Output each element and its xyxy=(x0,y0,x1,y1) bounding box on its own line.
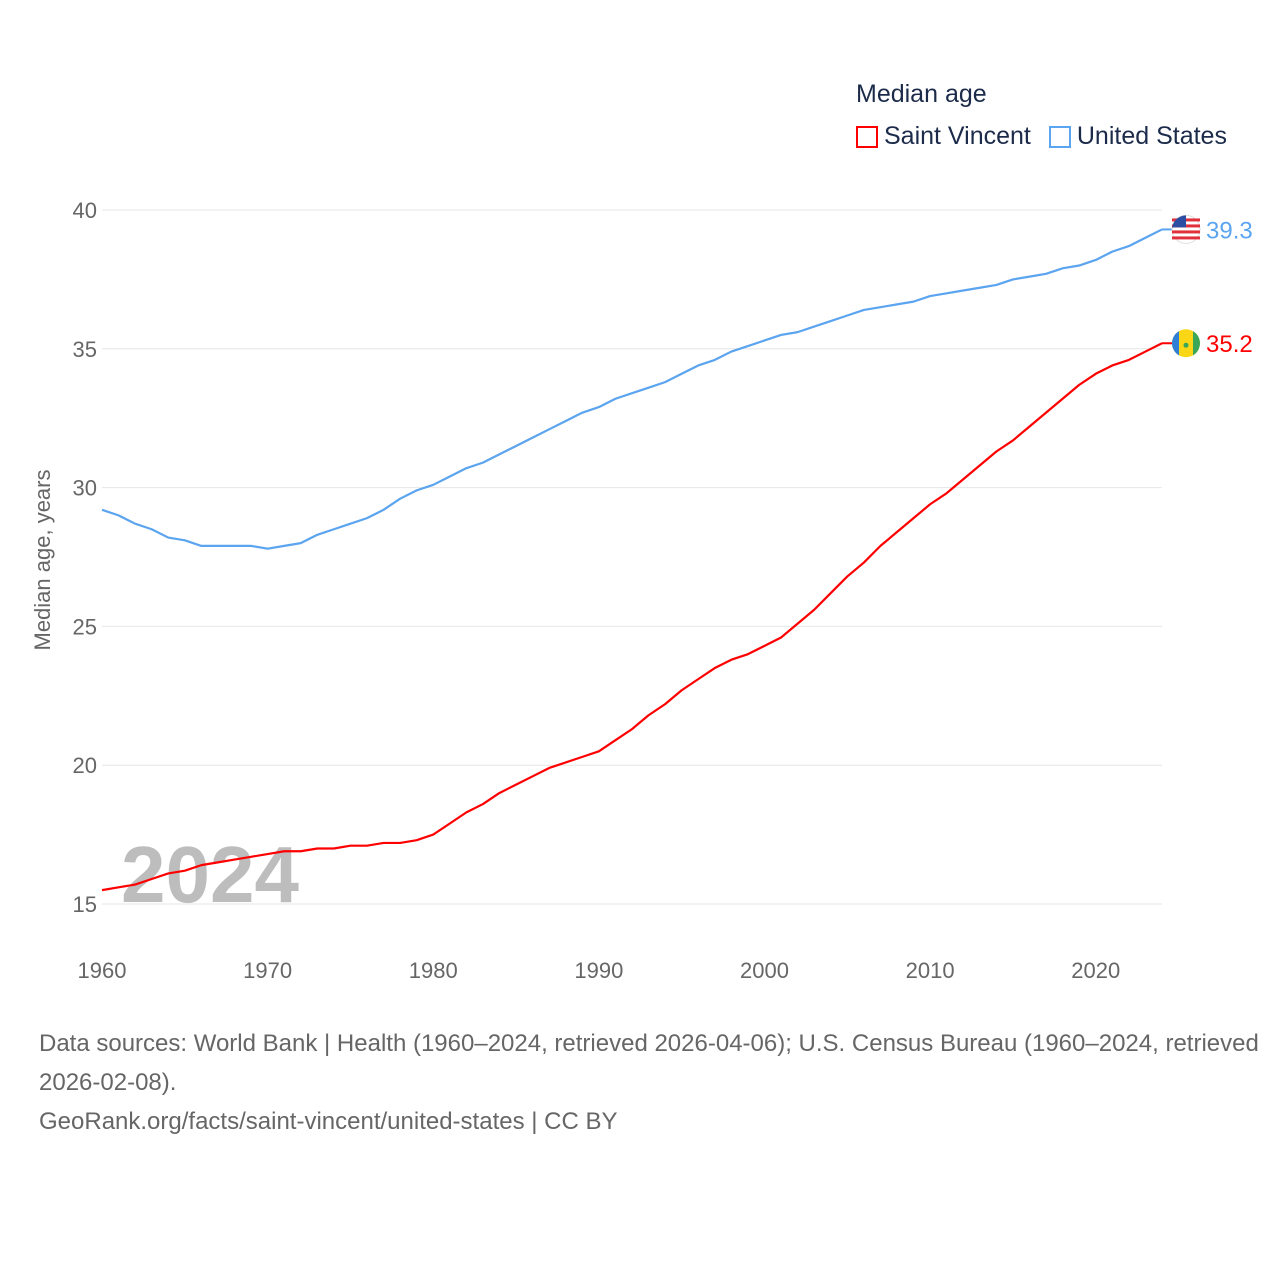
y-tick-label: 15 xyxy=(73,892,97,917)
legend-label: Saint Vincent xyxy=(884,122,1031,150)
legend-label: United States xyxy=(1076,122,1227,150)
legend-title: Median age xyxy=(856,80,987,108)
legend-swatch xyxy=(856,125,878,148)
x-tick-label: 2010 xyxy=(906,958,955,983)
end-value-label: 39.3 xyxy=(1206,217,1253,244)
y-tick-label: 35 xyxy=(73,337,97,362)
flag-stripe xyxy=(1172,331,1179,356)
legend-item-saint-vincent[interactable]: Saint Vincent xyxy=(856,122,1031,151)
y-axis-label: Median age, years xyxy=(30,470,55,651)
legend-item-united-states[interactable]: United States xyxy=(1048,122,1227,151)
x-tick-label: 1990 xyxy=(574,958,623,983)
x-tick-label: 2020 xyxy=(1071,958,1120,983)
series-line-united-states xyxy=(101,228,1163,550)
y-tick-label: 25 xyxy=(73,614,97,639)
flag-stripe xyxy=(1172,236,1200,240)
series-line-saint-vincent xyxy=(101,342,1163,892)
legend: Saint Vincent United States xyxy=(856,122,1227,151)
flag-stripe xyxy=(1172,230,1200,234)
flag-diamond xyxy=(1183,342,1189,348)
end-value-label: 35.2 xyxy=(1206,331,1253,358)
x-tick-label: 1960 xyxy=(78,958,127,983)
y-tick-label: 20 xyxy=(73,753,97,778)
x-tick-label: 1970 xyxy=(243,958,292,983)
y-tick-label: 40 xyxy=(73,198,97,223)
flag-stripe xyxy=(1193,331,1200,356)
flag-canton xyxy=(1172,215,1186,230)
attribution-link[interactable]: GeoRank.org/facts/saint-vincent/united-s… xyxy=(39,1108,618,1135)
footer: Data sources: World Bank | Health (1960–… xyxy=(39,1024,1259,1141)
year-watermark: 2024 xyxy=(121,830,299,919)
x-tick-label: 1980 xyxy=(409,958,458,983)
x-tick-label: 2000 xyxy=(740,958,789,983)
data-sources: Data sources: World Bank | Health (1960–… xyxy=(39,1030,1259,1096)
y-tick-label: 30 xyxy=(73,476,97,501)
legend-swatch xyxy=(1048,125,1071,148)
